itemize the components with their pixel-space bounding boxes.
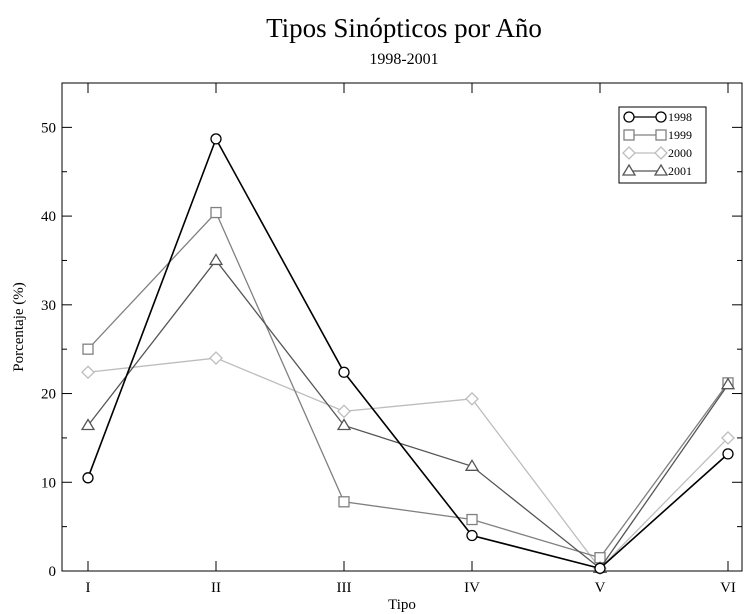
y-tick-label: 0 bbox=[49, 564, 57, 580]
series-layer bbox=[80, 133, 736, 576]
x-tick-label: VI bbox=[720, 580, 736, 596]
legend-marker-left bbox=[623, 111, 635, 123]
legend-item-1998: 1998 bbox=[623, 110, 692, 124]
y-axis-label: Porcentaje (%) bbox=[11, 282, 27, 372]
data-point-2000 bbox=[721, 430, 735, 445]
legend-marker-right bbox=[655, 111, 667, 123]
data-point-2001 bbox=[720, 377, 736, 390]
legend-marker-right bbox=[653, 163, 669, 176]
data-point-1998 bbox=[466, 529, 478, 542]
data-point-2000 bbox=[465, 391, 479, 406]
x-tick-label: III bbox=[337, 580, 352, 596]
legend-marker-left bbox=[622, 146, 636, 160]
legend: 1998 1999 2000 2001 bbox=[618, 106, 707, 184]
legend-marker-right bbox=[655, 129, 667, 141]
x-tick-label: I bbox=[86, 580, 91, 596]
y-tick-label: 10 bbox=[41, 475, 56, 491]
legend-item-1999: 1999 bbox=[623, 128, 692, 142]
data-point-2001 bbox=[208, 253, 224, 266]
data-point-1999 bbox=[210, 206, 222, 219]
data-point-2000 bbox=[337, 404, 351, 419]
series-1998 bbox=[82, 133, 734, 574]
x-axis-label: Tipo bbox=[388, 597, 416, 613]
legend-item-2000: 2000 bbox=[622, 146, 692, 160]
x-axis: I II III IV V VI bbox=[86, 83, 736, 596]
y-tick-label: 50 bbox=[41, 120, 56, 136]
data-point-1999 bbox=[338, 496, 350, 508]
data-point-1998 bbox=[722, 448, 734, 460]
data-point-1999 bbox=[82, 343, 94, 355]
data-point-2001 bbox=[336, 418, 352, 431]
legend-marker-left bbox=[623, 129, 635, 141]
legend-label: 1999 bbox=[668, 128, 692, 142]
data-point-1998 bbox=[338, 366, 350, 378]
y-tick-label: 30 bbox=[41, 298, 56, 314]
y-tick-label: 40 bbox=[41, 209, 56, 225]
legend-marker-right bbox=[654, 146, 668, 160]
x-tick-label: V bbox=[595, 580, 606, 596]
data-point-2000 bbox=[81, 365, 95, 380]
legend-label: 2001 bbox=[668, 164, 692, 178]
legend-label: 1998 bbox=[668, 110, 692, 124]
legend-label: 2000 bbox=[668, 146, 692, 160]
data-point-1998 bbox=[594, 562, 606, 574]
data-point-1998 bbox=[82, 472, 94, 484]
y-tick-label: 20 bbox=[41, 387, 56, 403]
series-line-1998 bbox=[87, 136, 729, 570]
series-line-1999 bbox=[87, 211, 729, 559]
data-point-2000 bbox=[209, 351, 223, 365]
chart-title: Tipos Sinópticos por Año bbox=[266, 13, 542, 43]
plot-frame bbox=[61, 82, 743, 572]
x-tick-label: II bbox=[211, 580, 221, 596]
series-line-2000 bbox=[87, 357, 729, 570]
y-axis: 0 10 20 30 40 50 bbox=[41, 120, 742, 580]
series-2000 bbox=[81, 351, 735, 576]
legend-item-2001: 2001 bbox=[621, 163, 692, 178]
series-1999 bbox=[82, 206, 734, 564]
chart-subtitle: 1998-2001 bbox=[369, 51, 438, 68]
data-point-2001 bbox=[464, 459, 480, 471]
series-2001 bbox=[80, 253, 736, 573]
series-line-2001 bbox=[87, 259, 729, 570]
x-tick-label: IV bbox=[464, 580, 480, 596]
legend-marker-left bbox=[621, 163, 637, 176]
data-point-1998 bbox=[210, 133, 222, 145]
data-point-2001 bbox=[80, 418, 96, 431]
data-point-1999 bbox=[466, 513, 478, 526]
